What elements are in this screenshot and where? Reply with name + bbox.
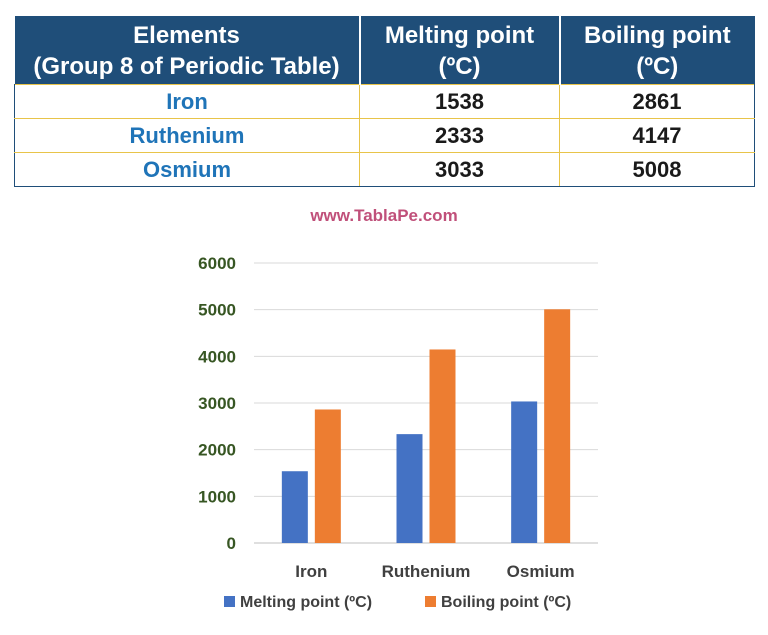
x-tick-label: Osmium xyxy=(507,562,575,581)
melting-cell: 3033 xyxy=(359,152,560,187)
legend-swatch xyxy=(224,596,235,607)
header-line: (ºC) xyxy=(636,53,679,80)
y-tick-label: 6000 xyxy=(198,254,236,273)
table-header-row: Elements (Group 8 of Periodic Table) Mel… xyxy=(14,16,755,85)
data-table: Elements (Group 8 of Periodic Table) Mel… xyxy=(14,16,755,187)
x-tick-label: Iron xyxy=(295,562,327,581)
boiling-cell: 5008 xyxy=(559,152,755,187)
y-tick-label: 0 xyxy=(227,534,236,553)
header-line: (ºC) xyxy=(438,53,481,80)
element-cell: Osmium xyxy=(14,152,360,187)
header-line: Melting point xyxy=(384,22,535,49)
watermark-text: www.TablaPe.com xyxy=(310,206,458,225)
header-line: (Group 8 of Periodic Table) xyxy=(33,53,340,80)
bar xyxy=(511,401,538,543)
header-boiling-point: Boiling point (ºC) xyxy=(559,16,755,85)
melting-cell: 1538 xyxy=(359,84,560,119)
header-line: Boiling point xyxy=(583,22,731,49)
legend-label: Melting point (ºC) xyxy=(240,594,372,611)
y-tick-label: 3000 xyxy=(198,394,236,413)
bar xyxy=(314,409,341,543)
legend-swatch xyxy=(425,596,436,607)
boiling-cell: 2861 xyxy=(559,84,755,119)
melting-cell: 2333 xyxy=(359,118,560,153)
table-row: Osmium 3033 5008 xyxy=(14,152,755,187)
header-elements: Elements (Group 8 of Periodic Table) xyxy=(14,16,361,85)
y-tick-label: 4000 xyxy=(198,347,236,366)
y-tick-label: 5000 xyxy=(198,301,236,320)
bar xyxy=(396,434,423,543)
y-tick-label: 1000 xyxy=(198,487,236,506)
bar xyxy=(544,309,571,543)
y-tick-label: 2000 xyxy=(198,441,236,460)
header-line: Elements xyxy=(133,22,240,49)
bar xyxy=(429,349,456,543)
x-tick-label: Ruthenium xyxy=(382,562,471,581)
legend-label: Boiling point (ºC) xyxy=(441,594,571,611)
bar xyxy=(281,471,308,543)
header-melting-point: Melting point (ºC) xyxy=(359,16,561,85)
